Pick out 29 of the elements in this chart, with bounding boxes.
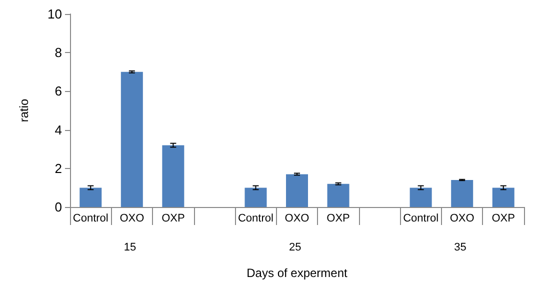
y-tick-label: 4 — [54, 122, 62, 138]
y-tick-label: 8 — [54, 45, 62, 60]
bar — [492, 188, 514, 207]
x-tick-label: OXP — [162, 212, 185, 224]
y-tick-label: 2 — [54, 160, 62, 176]
text: 25 — [289, 242, 302, 254]
x-tick-label: OXO — [284, 212, 310, 224]
x-tick-label: Control — [238, 212, 274, 224]
x-tick-label: Control — [403, 212, 439, 224]
y-axis-title: ratio — [17, 98, 31, 122]
x-tick-label: OXO — [450, 212, 475, 224]
x-tick-label: Control — [72, 212, 108, 224]
bar — [410, 188, 432, 207]
y-tick-label: 10 — [48, 6, 62, 22]
bar — [327, 184, 350, 207]
y-tick-label: 6 — [54, 84, 62, 99]
bar — [80, 188, 102, 207]
text: 15 — [124, 242, 136, 254]
text: 35 — [454, 242, 466, 254]
bar — [162, 145, 184, 207]
y-tick-label: 0 — [54, 200, 62, 214]
x-tick-label: OXP — [492, 212, 515, 224]
bar — [120, 72, 143, 207]
bar — [451, 180, 474, 207]
x-tick-label: OXO — [120, 212, 145, 224]
bar — [244, 188, 267, 207]
x-axis-title: Days of experment — [246, 266, 348, 280]
x-tick-label: OXP — [326, 212, 350, 224]
bar — [286, 174, 308, 207]
